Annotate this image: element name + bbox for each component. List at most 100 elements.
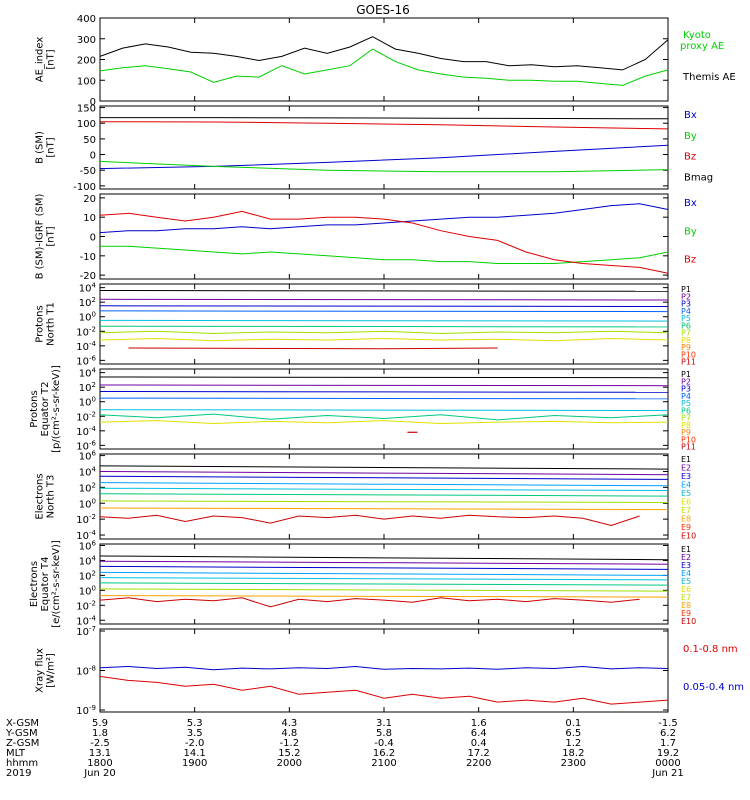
legend-P3: P3 xyxy=(681,300,691,309)
legend-Bz: Bz xyxy=(684,255,696,266)
orbit-cell: -1.2 xyxy=(280,738,300,749)
y-axis-label: [nT] xyxy=(46,137,57,157)
y-axis-label: Equator T2 xyxy=(40,382,51,437)
legend-By: By xyxy=(684,131,697,142)
legend-E7: E7 xyxy=(681,593,691,602)
legend-E4: E4 xyxy=(681,481,691,490)
y-tick-label: 100 xyxy=(79,584,96,597)
y-axis-label: Electrons xyxy=(35,473,46,519)
orbit-cell: 2200 xyxy=(466,758,491,769)
y-tick-label: 10-2 xyxy=(76,325,96,338)
y-tick-label: 104 xyxy=(79,282,97,295)
y-tick-label: 0 xyxy=(90,97,96,108)
y-tick-label: 10-6 xyxy=(76,354,96,367)
legend-E3: E3 xyxy=(681,472,691,481)
y-tick-label: 100 xyxy=(77,119,96,130)
series-line-Themis-AE xyxy=(99,36,669,71)
series-line-E7 xyxy=(99,500,669,503)
series-line-E5 xyxy=(99,487,669,491)
y-tick-label: 10-2 xyxy=(76,410,96,423)
series-line-E1 xyxy=(99,555,669,561)
y-axis-label: [W/m²] xyxy=(46,653,57,688)
legend-P3: P3 xyxy=(681,385,691,394)
y-tick-label: 106 xyxy=(79,539,97,552)
y-axis-label: Xray flux xyxy=(35,648,46,693)
series-line-E7 xyxy=(99,588,669,592)
y-tick-label: 10-7 xyxy=(76,625,96,638)
legend-E5: E5 xyxy=(681,577,691,586)
series-line-E3 xyxy=(99,565,669,570)
y-tick-label: 300 xyxy=(77,35,96,46)
y-tick-label: 10-2 xyxy=(76,599,96,612)
orbit-cell: 1800 xyxy=(87,758,112,769)
legend-P6: P6 xyxy=(681,406,691,415)
series-line-P3 xyxy=(99,305,669,307)
y-tick-label: -20 xyxy=(80,271,96,282)
legend-P6: P6 xyxy=(681,321,691,330)
series-line-P8 xyxy=(99,337,669,342)
orbit-cell: 6.4 xyxy=(471,728,487,739)
y-tick-label: 400 xyxy=(77,14,96,25)
orbit-cell: -1.5 xyxy=(658,718,678,729)
series-line-E3 xyxy=(99,475,669,480)
orbit-cell: 6.5 xyxy=(565,728,581,739)
series-line-E9 xyxy=(99,514,640,527)
legend-E9: E9 xyxy=(681,609,691,618)
series-line-E4 xyxy=(99,571,669,576)
y-tick-label: 10-6 xyxy=(76,439,96,452)
y-tick-label: 10 xyxy=(83,213,96,224)
orbit-cell: 0.1 xyxy=(565,718,581,729)
series-line-P7 xyxy=(99,330,669,335)
series-line-E6 xyxy=(99,493,669,497)
orbit-cell: 4.3 xyxy=(281,718,297,729)
orbit-cell: -2.0 xyxy=(185,738,205,749)
series-line-E4 xyxy=(99,482,669,487)
legend-E8: E8 xyxy=(681,601,691,610)
legend-E2: E2 xyxy=(681,464,691,473)
y-tick-label: 150 xyxy=(77,104,96,115)
legend-P11: P11 xyxy=(681,443,696,452)
orbit-cell: 0.4 xyxy=(471,738,487,749)
series-line-E1 xyxy=(99,465,669,470)
y-tick-label: 10-4 xyxy=(76,425,96,438)
legend-E8: E8 xyxy=(681,515,691,524)
y-tick-label: 106 xyxy=(79,450,97,463)
series-line-E5 xyxy=(99,577,669,581)
series-line-P6 xyxy=(99,413,669,421)
orbit-cell: 5.8 xyxy=(376,728,392,739)
legend-themis-ae: Themis AE xyxy=(682,72,736,83)
y-tick-label: 200 xyxy=(77,56,96,67)
orbit-cell: 3.1 xyxy=(376,718,392,729)
legend-P7: P7 xyxy=(681,414,691,423)
y-axis-label: AE_index xyxy=(35,37,46,83)
legend-P1: P1 xyxy=(681,285,691,294)
orbit-cell: -0.4 xyxy=(374,738,394,749)
series-line-E9 xyxy=(99,597,640,608)
panel-frame xyxy=(99,17,669,102)
series-line-Kyoto-proxy-AE xyxy=(99,48,669,86)
orbit-cell: 2300 xyxy=(561,758,586,769)
panel-2: -20 -10 0 10 20 B (SM)-IGRF (SM) [nT] Bx By Bz xyxy=(35,193,697,282)
legend-xray-long: 0.1-0.8 nm xyxy=(683,644,738,655)
legend-P1: P1 xyxy=(681,370,691,379)
legend-P11: P11 xyxy=(681,358,696,367)
legend-E10: E10 xyxy=(681,532,696,541)
series-line-Bx xyxy=(99,144,669,170)
legend-P10: P10 xyxy=(681,350,696,359)
legend-P9: P9 xyxy=(681,428,691,437)
orbit-cell: 5.9 xyxy=(92,718,108,729)
legend-P8: P8 xyxy=(681,336,691,345)
y-axis-label: North T3 xyxy=(46,475,57,519)
panel-7: 10-9 10-8 10-7 Xray flux [W/m²] 0.1-0.8 nm 0.0… xyxy=(35,625,745,717)
y-tick-label: 10-4 xyxy=(76,529,96,542)
y-tick-label: 100 xyxy=(79,311,96,324)
y-axis-label: B (SM)-IGRF (SM) xyxy=(35,194,46,280)
orbit-cell: 6.2 xyxy=(660,728,676,739)
series-line-E8 xyxy=(99,507,669,511)
series-line-By xyxy=(99,160,669,173)
series-line-P2 xyxy=(99,298,669,301)
orbit-cell: 14.1 xyxy=(184,748,206,759)
y-tick-label: 102 xyxy=(79,569,96,582)
y-tick-label: 102 xyxy=(79,381,96,394)
